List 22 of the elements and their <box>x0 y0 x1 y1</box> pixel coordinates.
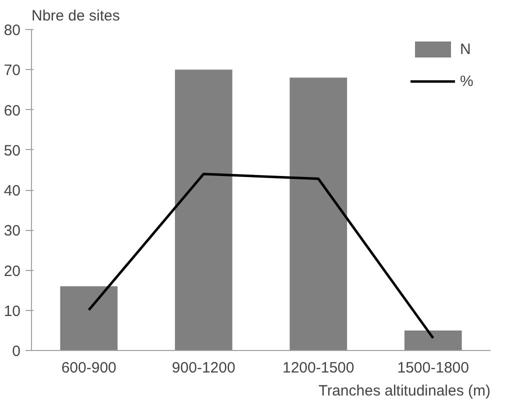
legend-label: N <box>460 40 472 58</box>
y-tick-label: 40 <box>4 182 21 200</box>
bar <box>290 78 348 350</box>
y-tick-label: 60 <box>4 102 21 120</box>
bar <box>60 286 118 350</box>
y-tick-label: 0 <box>12 343 20 360</box>
x-tick-label: 600-900 <box>61 360 116 376</box>
y-tick-label: 20 <box>4 262 21 280</box>
x-tick-label: 900-1200 <box>172 360 236 376</box>
y-tick-label: 50 <box>4 142 21 160</box>
y-axis-title: Nbre de sites <box>32 8 120 24</box>
y-tick-label: 80 <box>4 22 21 39</box>
y-tick-label: 30 <box>4 222 21 240</box>
y-tick-label: 70 <box>4 62 21 80</box>
x-tick-label: 1200-1500 <box>282 360 354 376</box>
y-tick-label: 10 <box>4 302 21 320</box>
x-tick-label: 1500-1800 <box>397 360 469 376</box>
line-series <box>88 172 434 340</box>
bar <box>174 70 232 350</box>
bar <box>404 330 462 350</box>
legend-label: % <box>460 72 474 90</box>
x-axis-title: Tranches altitudinales (m) <box>318 382 491 400</box>
